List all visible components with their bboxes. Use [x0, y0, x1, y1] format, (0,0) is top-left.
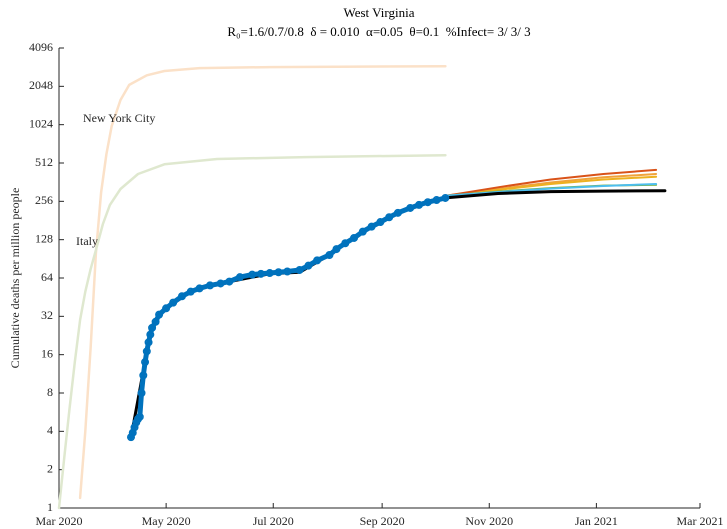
data-point — [283, 267, 292, 276]
y-tick-label: 128 — [35, 231, 53, 245]
x-tick-label: May 2020 — [142, 514, 191, 528]
data-point — [423, 198, 432, 207]
data-point — [137, 388, 146, 397]
data-point — [304, 261, 313, 270]
y-tick-label: 256 — [35, 193, 53, 207]
data-point — [265, 269, 274, 278]
data-point — [135, 412, 144, 421]
data-point — [393, 208, 402, 217]
y-tick-label: 32 — [41, 308, 53, 322]
data-point — [332, 245, 341, 254]
data-point — [415, 200, 424, 209]
data-point — [274, 268, 283, 277]
x-tick-label: Jan 2021 — [575, 514, 618, 528]
y-tick-label: 4096 — [29, 40, 53, 54]
data-point — [127, 433, 136, 442]
data-point — [151, 317, 160, 326]
data-point — [358, 227, 367, 236]
series-line — [444, 175, 658, 197]
data-point — [235, 273, 244, 282]
x-tick-label: Mar 2020 — [36, 514, 83, 528]
data-point — [162, 304, 171, 313]
data-point — [186, 287, 195, 296]
data-point — [385, 213, 394, 222]
data-point — [350, 233, 359, 242]
data-point — [177, 292, 186, 301]
series-line — [129, 189, 667, 439]
y-tick-label: 16 — [41, 346, 53, 360]
data-point — [295, 265, 304, 274]
x-tick-label: Sep 2020 — [360, 514, 405, 528]
data-point — [225, 277, 234, 286]
y-tick-label: 64 — [41, 270, 53, 284]
series-label: New York City — [83, 111, 155, 125]
data-point — [216, 279, 225, 288]
data-point — [206, 281, 215, 290]
data-point — [155, 310, 164, 319]
y-tick-label: 8 — [47, 385, 53, 399]
data-point — [367, 222, 376, 231]
data-point — [195, 284, 204, 293]
chart-subtitle: R₀=1.6/0.7/0.8 δ = 0.010 α=0.05 θ=0.1 %I… — [227, 24, 530, 39]
y-tick-label: 512 — [35, 155, 53, 169]
series-label: Italy — [76, 234, 98, 248]
data-point — [130, 423, 139, 432]
data-point — [376, 218, 385, 227]
y-tick-label: 1024 — [29, 116, 53, 130]
data-point — [256, 269, 265, 278]
data-point — [432, 196, 441, 205]
data-point — [341, 239, 350, 248]
series-line — [78, 64, 447, 500]
y-axis-label: Cumulative deaths per million people — [8, 188, 22, 369]
x-tick-label: Jul 2020 — [253, 514, 294, 528]
y-tick-label: 4 — [47, 423, 53, 437]
series-line — [57, 153, 447, 510]
y-tick-label: 2 — [47, 461, 53, 475]
data-point — [325, 251, 334, 260]
data-point — [313, 256, 322, 265]
series-line — [444, 168, 658, 197]
data-point — [441, 193, 450, 202]
data-point — [148, 323, 157, 332]
y-tick-label: 2048 — [29, 78, 53, 92]
data-point — [142, 347, 151, 356]
data-point — [144, 338, 153, 347]
series-line — [128, 195, 448, 440]
y-tick-label: 1 — [47, 500, 53, 514]
data-point — [406, 203, 415, 212]
data-point — [169, 298, 178, 307]
chart-title: West Virginia — [344, 5, 415, 20]
x-tick-label: Nov 2020 — [465, 514, 513, 528]
series-line — [444, 183, 658, 197]
data-point — [141, 358, 150, 367]
x-tick-label: Mar 2021 — [677, 514, 724, 528]
data-point — [139, 371, 148, 380]
data-point — [248, 270, 257, 279]
